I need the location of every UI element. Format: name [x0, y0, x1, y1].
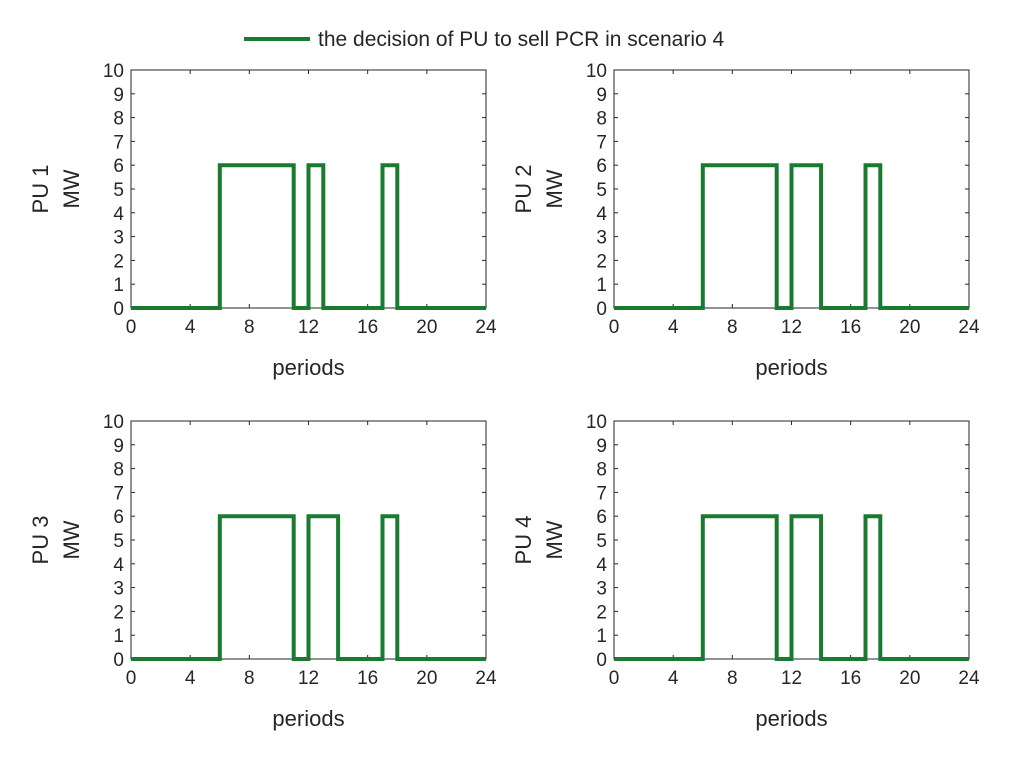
- x-axis-label: periods: [272, 355, 344, 380]
- y-tick-label: 6: [113, 156, 124, 177]
- y-tick-label: 6: [596, 156, 607, 177]
- y-tick-label: 4: [596, 204, 607, 225]
- x-tick-label: 24: [475, 317, 497, 338]
- legend-label: the decision of PU to sell PCR in scenar…: [318, 28, 725, 51]
- x-axis-label: periods: [755, 706, 827, 731]
- x-tick-label: 4: [185, 317, 196, 338]
- x-tick-label: 4: [668, 317, 679, 338]
- y-tick-label: 2: [596, 251, 607, 272]
- series-line-pcr-decision: [131, 163, 486, 310]
- y-tick-label: 8: [596, 460, 607, 481]
- y-tick-label: 1: [596, 275, 607, 296]
- y-tick-label: 8: [113, 460, 124, 481]
- y-tick-label: 0: [113, 299, 124, 320]
- x-tick-label: 12: [298, 317, 319, 338]
- x-tick-label: 4: [185, 668, 196, 689]
- y-tick-label: 9: [113, 85, 124, 106]
- y-tick-label: 5: [113, 531, 124, 552]
- x-tick-label: 20: [899, 317, 920, 338]
- x-tick-label: 0: [609, 668, 620, 689]
- y-axis-label-line1: PU 2: [511, 165, 536, 214]
- y-tick-label: 2: [596, 602, 607, 623]
- y-tick-label: 8: [113, 109, 124, 130]
- x-tick-label: 16: [840, 668, 861, 689]
- series-line-pcr-decision: [131, 514, 486, 661]
- x-tick-label: 0: [609, 317, 620, 338]
- y-tick-label: 7: [596, 483, 607, 504]
- x-tick-label: 12: [781, 317, 802, 338]
- x-tick-label: 20: [899, 668, 920, 689]
- y-tick-label: 6: [596, 507, 607, 528]
- y-tick-label: 2: [113, 251, 124, 272]
- y-tick-label: 4: [596, 555, 607, 576]
- y-tick-label: 7: [596, 132, 607, 153]
- y-tick-label: 10: [103, 412, 124, 433]
- y-tick-label: 4: [113, 204, 124, 225]
- y-tick-label: 0: [596, 650, 607, 671]
- y-tick-label: 3: [113, 579, 124, 600]
- x-tick-label: 8: [244, 668, 255, 689]
- x-tick-label: 8: [727, 668, 738, 689]
- y-tick-label: 5: [113, 180, 124, 201]
- y-tick-label: 6: [113, 507, 124, 528]
- y-axis-label-line1: PU 4: [511, 516, 536, 565]
- y-tick-label: 9: [596, 436, 607, 457]
- y-axis-label-line1: PU 3: [28, 516, 53, 565]
- x-tick-label: 16: [357, 668, 378, 689]
- y-tick-label: 8: [596, 109, 607, 130]
- y-tick-label: 9: [113, 436, 124, 457]
- y-axis-label-line2: MW: [542, 520, 567, 559]
- y-tick-label: 7: [113, 132, 124, 153]
- y-tick-label: 1: [113, 275, 124, 296]
- y-tick-label: 10: [103, 61, 124, 82]
- x-tick-label: 4: [668, 668, 679, 689]
- x-tick-label: 16: [840, 317, 861, 338]
- x-tick-label: 12: [298, 668, 319, 689]
- series-line-pcr-decision: [614, 163, 969, 310]
- y-tick-label: 3: [113, 228, 124, 249]
- y-tick-label: 10: [586, 61, 607, 82]
- y-axis-label-line2: MW: [59, 169, 84, 208]
- series-line-pcr-decision: [614, 514, 969, 661]
- x-tick-label: 24: [958, 668, 980, 689]
- y-tick-label: 1: [113, 626, 124, 647]
- y-axis-label-line2: MW: [542, 169, 567, 208]
- y-tick-label: 3: [596, 228, 607, 249]
- y-tick-label: 2: [113, 602, 124, 623]
- x-tick-label: 8: [244, 317, 255, 338]
- y-tick-label: 0: [596, 299, 607, 320]
- x-tick-label: 12: [781, 668, 802, 689]
- x-tick-label: 24: [475, 668, 497, 689]
- y-tick-label: 7: [113, 483, 124, 504]
- y-tick-label: 1: [596, 626, 607, 647]
- x-tick-label: 0: [126, 317, 137, 338]
- x-tick-label: 20: [416, 668, 437, 689]
- x-axis-label: periods: [272, 706, 344, 731]
- legend: the decision of PU to sell PCR in scenar…: [244, 28, 725, 51]
- y-tick-label: 5: [596, 531, 607, 552]
- y-tick-label: 4: [113, 555, 124, 576]
- x-axis-label: periods: [755, 355, 827, 380]
- x-tick-label: 24: [958, 317, 980, 338]
- x-tick-label: 16: [357, 317, 378, 338]
- x-tick-label: 0: [126, 668, 137, 689]
- y-tick-label: 10: [586, 412, 607, 433]
- y-tick-label: 0: [113, 650, 124, 671]
- y-tick-label: 9: [596, 85, 607, 106]
- x-tick-label: 8: [727, 317, 738, 338]
- y-tick-label: 5: [596, 180, 607, 201]
- y-tick-label: 3: [596, 579, 607, 600]
- x-tick-label: 20: [416, 317, 437, 338]
- y-axis-label-line2: MW: [59, 520, 84, 559]
- y-axis-label-line1: PU 1: [28, 165, 53, 214]
